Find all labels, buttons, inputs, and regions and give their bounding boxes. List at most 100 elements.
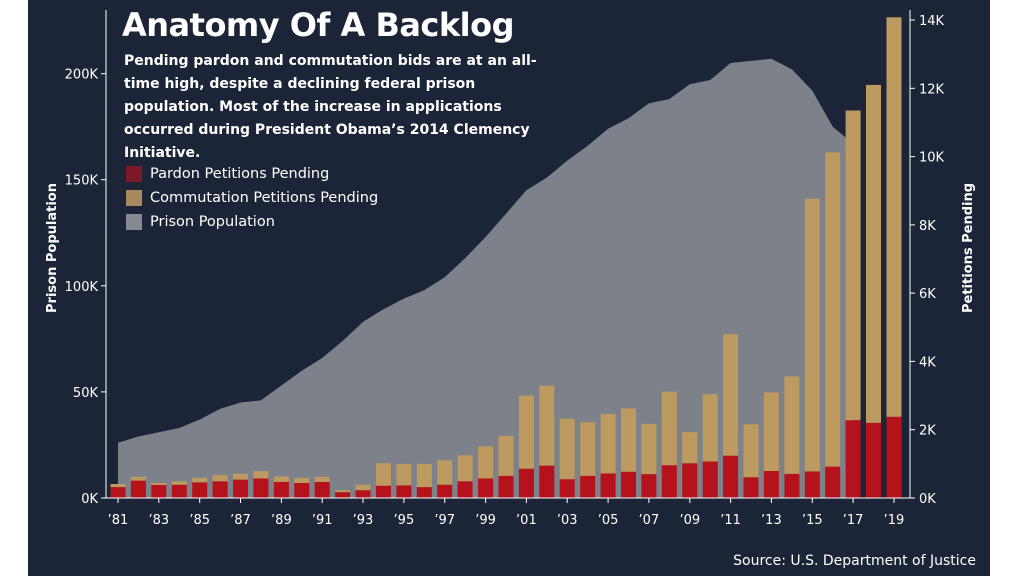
legend-item-prison[interactable]: Prison Population	[126, 210, 378, 234]
pardon-bar-1995	[396, 485, 412, 498]
y-left-tick-label: 100K	[65, 280, 99, 295]
prison-population-area	[118, 58, 854, 499]
legend-item-commutation[interactable]: Commutation Petitions Pending	[126, 186, 378, 210]
legend-label-pardon: Pardon Petitions Pending	[150, 166, 330, 182]
pardon-bar-2011	[723, 455, 739, 498]
y-right-tick-label: 12K	[919, 82, 945, 97]
y-left-axis-title: Prison Population	[45, 183, 60, 313]
commutation-bar-2003	[559, 418, 575, 480]
pardon-bar-2016	[825, 466, 841, 498]
legend-label-prison: Prison Population	[150, 214, 275, 230]
commutation-bar-1984	[171, 481, 187, 485]
commutation-bar-2013	[763, 392, 779, 471]
commutation-bar-1991	[314, 476, 330, 482]
commutation-bar-2004	[580, 422, 596, 476]
commutation-bar-1986	[212, 475, 228, 482]
commutation-bar-2000	[498, 435, 514, 476]
pardon-bar-1998	[457, 481, 473, 498]
pardon-bar-2009	[682, 463, 698, 498]
y-right-tick-label: 6K	[919, 287, 936, 302]
y-right-tick-label: 14K	[919, 14, 945, 29]
pardon-bar-1990	[294, 483, 310, 498]
commutation-bar-1993	[355, 484, 371, 491]
x-tick-label: ’13	[761, 513, 782, 528]
x-tick-label: ’03	[557, 513, 578, 528]
pardon-bar-1997	[437, 484, 453, 498]
x-tick-label: ’97	[434, 513, 455, 528]
pardon-bar-1992	[335, 492, 351, 498]
commutation-bar-2002	[539, 385, 555, 466]
pardon-bar-2012	[743, 477, 759, 498]
pardon-bar-2013	[763, 471, 779, 498]
commutation-bar-2005	[600, 414, 616, 474]
x-tick-label: ’01	[516, 513, 537, 528]
y-right-tick-label: 2K	[919, 424, 936, 439]
y-left-tick-label: 200K	[65, 68, 99, 83]
y-right-tick-label: 4K	[919, 355, 936, 370]
pardon-bar-1999	[478, 478, 494, 498]
legend: Pardon Petitions Pending Commutation Pet…	[126, 162, 378, 234]
pardon-bar-2006	[621, 471, 636, 498]
commutation-bar-2009	[682, 432, 698, 464]
commutation-bar-1997	[437, 460, 453, 485]
pardon-bar-2004	[580, 475, 596, 498]
x-tick-label: ’83	[148, 513, 169, 528]
source-note: Source: U.S. Department of Justice	[733, 553, 976, 569]
pardon-bar-2018	[866, 422, 881, 498]
commutation-bar-1996	[416, 463, 432, 488]
y-right-tick-label: 10K	[919, 151, 945, 166]
commutation-bar-2017	[845, 110, 861, 421]
chart-title: Anatomy Of A Backlog	[122, 6, 515, 44]
pardon-bar-2019	[886, 416, 902, 498]
commutation-bar-2007	[641, 423, 657, 475]
pardon-bar-2010	[702, 461, 718, 498]
pardon-bar-1982	[130, 480, 146, 498]
commutation-bar-1985	[192, 477, 208, 483]
commutation-bar-1998	[457, 455, 473, 482]
commutation-bar-2019	[886, 17, 902, 417]
legend-item-pardon[interactable]: Pardon Petitions Pending	[126, 162, 378, 186]
pardon-bar-1993	[355, 490, 371, 498]
x-tick-label: ’99	[475, 513, 496, 528]
legend-label-commutation: Commutation Petitions Pending	[150, 190, 379, 206]
commutation-bar-1990	[294, 477, 310, 483]
x-tick-label: ’19	[884, 513, 905, 528]
commutation-bar-2006	[621, 408, 636, 472]
x-tick-label: ’91	[312, 513, 333, 528]
y-right-tick-label: 8K	[919, 219, 936, 234]
pardon-bar-1985	[192, 482, 208, 498]
commutation-bar-2010	[702, 394, 718, 462]
legend-swatch-commutation	[126, 190, 142, 206]
x-tick-label: ’85	[189, 513, 210, 528]
y-right-axis-title: Petitions Pending	[961, 183, 976, 313]
y-left-tick-label: 50K	[73, 386, 99, 401]
pardon-bar-1986	[212, 481, 228, 498]
commutation-bar-2015	[804, 198, 820, 472]
pardon-bar-1989	[273, 482, 289, 498]
pardon-bar-2003	[559, 479, 575, 498]
x-tick-label: ’93	[353, 513, 374, 528]
pardon-bar-1987	[233, 479, 248, 498]
pardon-bar-2017	[845, 420, 861, 498]
pardon-bar-2001	[518, 468, 534, 498]
commutation-bar-2012	[743, 424, 759, 478]
commutation-bar-1987	[233, 473, 248, 480]
commutation-bar-2001	[518, 395, 534, 469]
pardon-bar-1984	[171, 484, 187, 498]
commutation-bar-1989	[273, 476, 289, 482]
x-tick-label: ’09	[679, 513, 700, 528]
pardon-bar-2000	[498, 475, 514, 498]
legend-swatch-pardon	[126, 166, 142, 182]
commutation-bar-1981	[110, 484, 126, 488]
x-tick-label: ’15	[802, 513, 823, 528]
commutation-bar-1992	[335, 490, 351, 493]
commutation-bar-2016	[825, 152, 841, 467]
y-left-tick-label: 150K	[65, 174, 99, 189]
pardon-bar-2002	[539, 465, 555, 498]
x-tick-label: ’11	[720, 513, 741, 528]
pardon-bar-1981	[110, 487, 126, 498]
commutation-bar-1982	[130, 476, 146, 481]
pardon-bar-1988	[253, 478, 269, 498]
pardon-bar-2005	[600, 473, 616, 498]
